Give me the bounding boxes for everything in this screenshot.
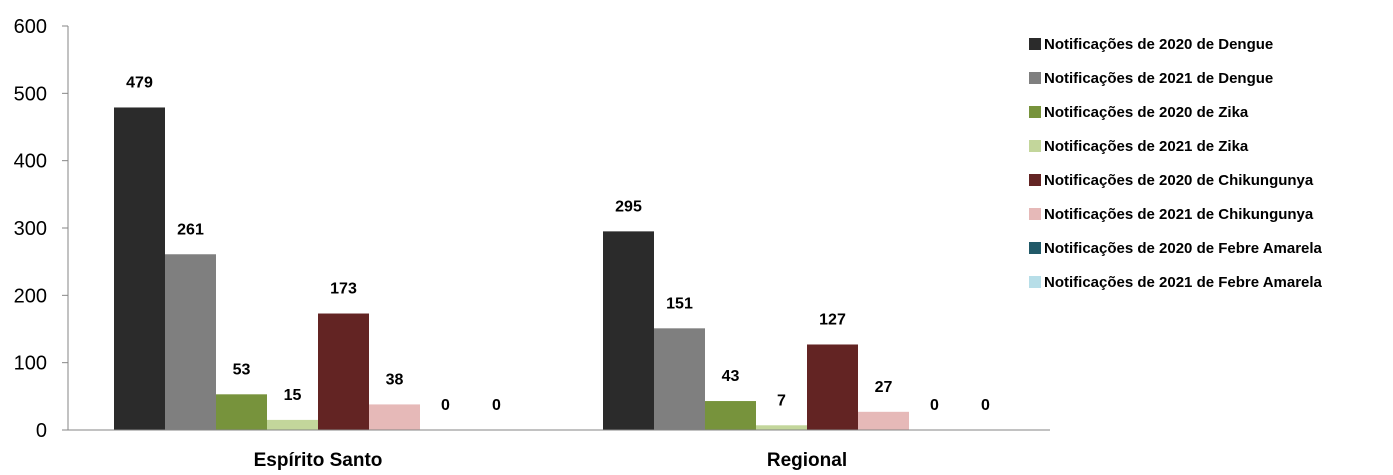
legend-swatch — [1029, 174, 1041, 186]
legend-label: Notificações de 2020 de Zika — [1044, 104, 1249, 121]
y-tick-label: 100 — [14, 353, 47, 375]
legend-label: Notificações de 2020 de Chikungunya — [1044, 172, 1314, 189]
legend-label: Notificações de 2020 de Febre Amarela — [1044, 240, 1323, 257]
bar — [114, 107, 165, 431]
data-label: 15 — [284, 387, 302, 404]
legend-label: Notificações de 2021 de Febre Amarela — [1044, 274, 1323, 291]
bar — [267, 419, 318, 430]
data-label: 261 — [177, 221, 204, 238]
data-label: 27 — [875, 379, 893, 396]
bar — [654, 328, 705, 430]
data-label: 295 — [615, 198, 642, 215]
bar — [807, 344, 858, 430]
data-label: 0 — [981, 397, 990, 414]
y-tick-label: 400 — [14, 151, 47, 173]
legend-label: Notificações de 2021 de Zika — [1044, 138, 1249, 155]
data-label: 173 — [330, 281, 357, 298]
legend-swatch — [1029, 106, 1041, 118]
bar — [318, 313, 369, 430]
legend-swatch — [1029, 208, 1041, 220]
legend-label: Notificações de 2021 de Dengue — [1044, 70, 1273, 87]
legend-swatch — [1029, 242, 1041, 254]
data-label: 0 — [441, 397, 450, 414]
legend-swatch — [1029, 276, 1041, 288]
legend: Notificações de 2020 de Dengue Notificaçõ… — [1029, 36, 1323, 291]
data-label: 38 — [386, 371, 404, 388]
bar — [165, 254, 216, 430]
y-tick-label: 200 — [14, 285, 47, 307]
legend-label: Notificações de 2020 de Dengue — [1044, 36, 1273, 53]
data-label: 43 — [722, 368, 740, 385]
data-label: 151 — [666, 295, 693, 312]
data-label: 479 — [126, 74, 153, 91]
y-axis-ticks: 0 100 200 300 400 500 600 — [14, 16, 68, 442]
x-axis-categories: Espírito Santo Regional — [254, 450, 848, 471]
x-category-label: Espírito Santo — [254, 450, 383, 471]
y-tick-label: 500 — [14, 83, 47, 105]
x-category-label: Regional — [767, 450, 847, 471]
bars — [114, 107, 909, 431]
legend-swatch — [1029, 140, 1041, 152]
data-label: 53 — [233, 361, 251, 378]
data-labels: 479 261 53 15 173 38 0 0 295 151 43 7 127 27 0 0 — [126, 74, 990, 414]
y-tick-label: 0 — [36, 420, 47, 442]
bar — [705, 401, 756, 430]
y-tick-label: 300 — [14, 218, 47, 240]
data-label: 0 — [492, 397, 501, 414]
data-label: 127 — [819, 311, 846, 328]
data-label: 7 — [777, 392, 786, 409]
data-label: 0 — [930, 397, 939, 414]
legend-swatch — [1029, 72, 1041, 84]
bar — [369, 404, 420, 430]
bar — [216, 394, 267, 430]
bar — [756, 425, 807, 430]
legend-swatch — [1029, 38, 1041, 50]
legend-label: Notificações de 2021 de Chikungunya — [1044, 206, 1314, 223]
y-tick-label: 600 — [14, 16, 47, 38]
bar — [603, 231, 654, 430]
bar — [858, 411, 909, 430]
